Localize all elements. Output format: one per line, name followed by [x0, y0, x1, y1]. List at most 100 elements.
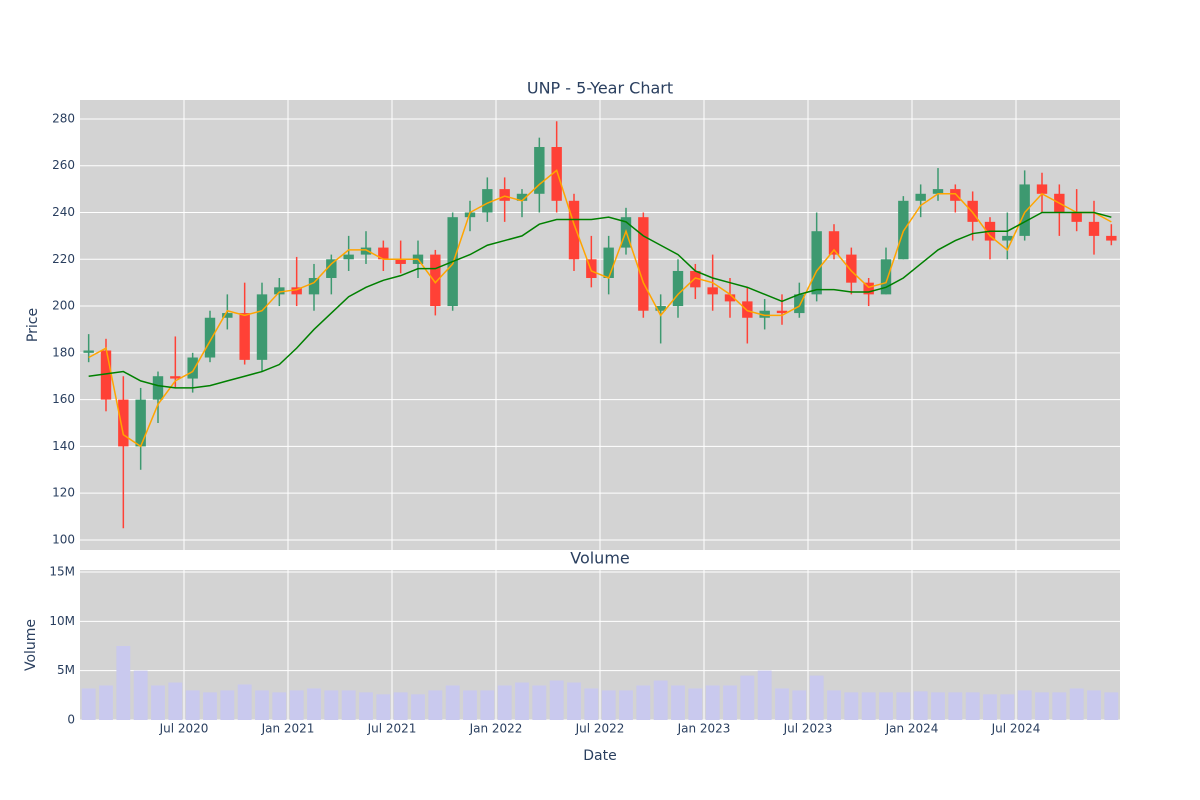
- volume-bar: [688, 688, 703, 720]
- volume-bar: [619, 690, 633, 720]
- volume-bar: [359, 692, 373, 720]
- volume-bar: [757, 670, 772, 720]
- candle-body: [880, 259, 892, 295]
- volume-bar: [341, 690, 356, 720]
- y-axis-title: Volume: [23, 619, 39, 671]
- candle-body: [170, 376, 181, 379]
- candle-body: [222, 313, 233, 318]
- candle-body: [516, 193, 528, 201]
- volume-bar: [1104, 692, 1119, 720]
- y-tick-label: 260: [52, 158, 75, 172]
- volume-bar: [809, 675, 824, 720]
- volume-bar: [705, 685, 720, 720]
- candle-body: [811, 231, 822, 295]
- moving-average-line: [88, 169, 1112, 448]
- candle-body: [742, 301, 753, 318]
- candle-body: [499, 189, 510, 201]
- y-tick-label: 240: [52, 205, 75, 219]
- candle-body: [274, 287, 285, 295]
- candle-body: [118, 399, 129, 447]
- volume-bar: [151, 685, 165, 720]
- candle-body: [308, 277, 320, 295]
- volume-bar: [983, 694, 997, 720]
- volume-bar: [99, 685, 113, 720]
- volume-bar: [428, 690, 443, 720]
- volume-bar: [445, 685, 460, 720]
- candle-body: [828, 231, 840, 255]
- x-tick-label: Jan 2023: [677, 722, 731, 736]
- candle-body: [135, 399, 146, 447]
- candle-body: [794, 294, 805, 314]
- volume-bar: [827, 690, 841, 720]
- candle-body: [1106, 235, 1117, 241]
- volume-bar: [168, 682, 183, 720]
- candle-body: [603, 247, 614, 278]
- y-tick-label: 10M: [49, 614, 75, 628]
- candle-body: [551, 147, 562, 201]
- volume-bar: [1000, 694, 1015, 720]
- x-axis-title: Date: [583, 748, 616, 764]
- chart-title: UNP - 5-Year Chart: [527, 79, 673, 98]
- y-tick-label: 180: [52, 345, 75, 359]
- volume-bar: [203, 692, 217, 720]
- candle-body: [430, 254, 441, 307]
- candle-body: [568, 200, 580, 260]
- candle-body: [1088, 221, 1100, 236]
- x-tick-label: Jul 2021: [367, 722, 417, 736]
- candle-body: [1036, 184, 1048, 194]
- candle-body: [343, 254, 354, 260]
- volume-bar: [861, 692, 876, 720]
- candle-body: [482, 189, 493, 213]
- candle-body: [690, 270, 701, 288]
- volume-bar: [775, 688, 789, 720]
- volume-bar: [792, 690, 807, 720]
- y-tick-label: 220: [52, 252, 75, 266]
- volume-bar: [133, 670, 148, 720]
- candle-body: [256, 294, 268, 360]
- y-tick-label: 100: [52, 532, 75, 546]
- volume-bar: [1035, 692, 1049, 720]
- y-axis-title: Price: [25, 308, 41, 342]
- volume-bar: [1087, 690, 1101, 720]
- y-tick-label: 200: [52, 299, 75, 313]
- volume-bar: [567, 682, 581, 720]
- candle-body: [360, 247, 372, 255]
- candle-body: [395, 259, 406, 264]
- x-tick-label: Jan 2024: [885, 722, 939, 736]
- x-tick-label: Jul 2023: [783, 722, 833, 736]
- volume-bar: [723, 685, 737, 720]
- candle-body: [672, 270, 684, 307]
- y-tick-label: 5M: [57, 663, 75, 677]
- volume-bar: [393, 692, 408, 720]
- candle-body: [239, 313, 250, 360]
- volume-bar: [671, 685, 685, 720]
- y-tick-label: 160: [52, 392, 75, 406]
- x-tick-label: Jul 2024: [991, 722, 1041, 736]
- moving-average-line: [88, 211, 1112, 389]
- candle-body: [846, 254, 857, 283]
- candle-body: [586, 259, 597, 278]
- candle-body: [1071, 212, 1082, 222]
- volume-bar: [636, 685, 651, 720]
- volume-bar: [549, 680, 564, 720]
- candle-body: [638, 217, 649, 311]
- volume-bar: [965, 692, 980, 720]
- volume-bar: [185, 690, 200, 720]
- candle-body: [378, 247, 389, 260]
- candle-body: [863, 282, 874, 295]
- volume-bar: [376, 694, 391, 720]
- volume-bar: [1069, 688, 1084, 720]
- candle-body: [204, 317, 216, 358]
- y-tick-label: 0: [67, 713, 75, 727]
- y-tick-label: 120: [52, 486, 75, 500]
- candle-body: [915, 193, 926, 201]
- y-tick-label: 15M: [49, 564, 75, 578]
- candle-body: [950, 189, 961, 201]
- volume-bar: [237, 684, 252, 720]
- volume-bar: [411, 694, 425, 720]
- x-tick-label: Jan 2022: [469, 722, 523, 736]
- candle-body: [707, 287, 718, 295]
- candle-body: [1002, 235, 1013, 241]
- candle-body: [291, 287, 302, 295]
